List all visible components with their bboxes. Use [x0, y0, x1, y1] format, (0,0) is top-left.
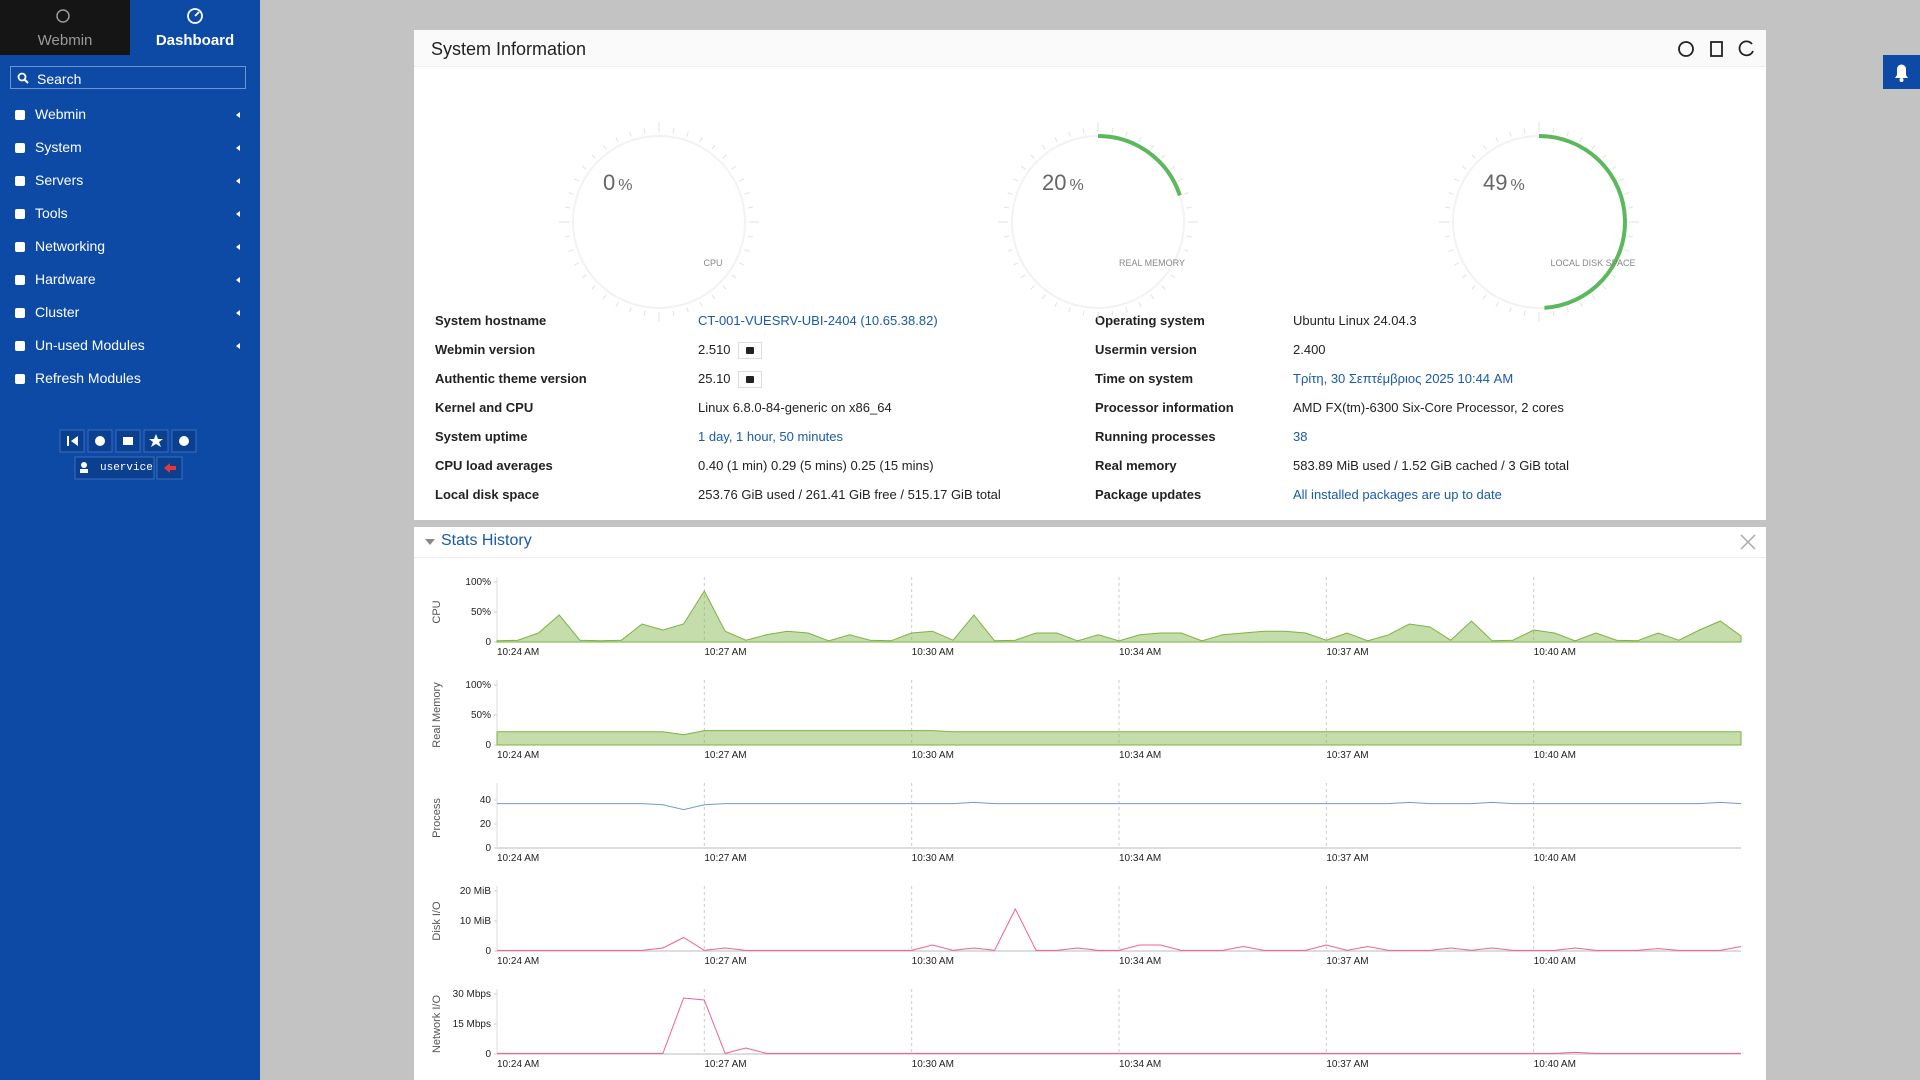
badge-icon: [746, 376, 754, 383]
info-value[interactable]: All installed packages are up to date: [1293, 487, 1502, 502]
search-icon: [17, 72, 29, 84]
info-label: Real memory: [1095, 458, 1177, 473]
menu-item[interactable]: Hardware: [35, 271, 96, 287]
stats-panel: Stats History: [414, 527, 1766, 1080]
menu-icon: [15, 374, 25, 384]
info-label: System hostname: [435, 313, 547, 328]
menu-arrow: [236, 277, 240, 283]
info-label: CPU load averages: [435, 458, 553, 473]
sidebar: Webmin Dashboard Search Webmin System Serv…: [0, 0, 260, 1080]
tab-icons: [56, 8, 203, 24]
info-label: Operating system: [1095, 313, 1205, 328]
info-badge[interactable]: [738, 342, 762, 359]
menu-icon: [15, 176, 25, 186]
menu-arrow: [236, 244, 240, 250]
info-label: Local disk space: [435, 487, 540, 502]
menu-arrow: [236, 145, 240, 151]
info-badge[interactable]: [738, 371, 762, 388]
search-box[interactable]: Search: [10, 66, 246, 89]
info-label: Authentic theme version: [435, 371, 587, 386]
info-value: 25.10: [698, 371, 731, 386]
info-value: 253.76 GiB used / 261.41 GiB free / 515.…: [698, 487, 1001, 502]
menu-arrow: [236, 310, 240, 316]
info-value[interactable]: CT-001-VUESRV-UBI-2404 (10.65.38.82): [698, 313, 938, 328]
info-value: 0.40 (1 min) 0.29 (5 mins) 0.25 (15 mins…: [698, 458, 934, 473]
collapse-caret[interactable]: [424, 537, 436, 547]
menu-item[interactable]: Webmin: [35, 106, 87, 122]
menu-icons: [15, 110, 240, 384]
menu-item[interactable]: Cluster: [35, 304, 80, 320]
menu-item[interactable]: Refresh Modules: [35, 370, 141, 386]
info-label: Package updates: [1095, 487, 1202, 502]
info-value: Linux 6.8.0-84-generic on x86_64: [698, 400, 892, 415]
info-value: 2.510: [698, 342, 731, 357]
panel-title: System Information: [431, 39, 587, 59]
badge-icon: [746, 347, 754, 354]
refresh-icon[interactable]: [1738, 40, 1754, 57]
menu-icon: [15, 308, 25, 318]
info-label: Running processes: [1095, 429, 1216, 444]
menu-arrow: [236, 211, 240, 217]
info-label: Usermin version: [1095, 342, 1197, 357]
panel-header: [414, 30, 1766, 67]
menu-arrow: [236, 178, 240, 184]
webmin-tab[interactable]: Webmin: [0, 0, 130, 55]
dashboard-tab[interactable]: Dashboard: [130, 0, 260, 55]
info-value: Ubuntu Linux 24.04.3: [1293, 313, 1417, 328]
info-value[interactable]: 1 day, 1 hour, 50 minutes: [698, 429, 844, 444]
info-label: Processor information: [1095, 400, 1234, 415]
info-value: AMD FX(tm)-6300 Six-Core Processor, 2 co…: [1293, 400, 1564, 415]
info-value[interactable]: 38: [1293, 429, 1308, 444]
tab-label: Webmin: [37, 32, 93, 49]
help-icon[interactable]: [1678, 41, 1694, 57]
header-icons: [1678, 40, 1754, 57]
menu-item[interactable]: Networking: [35, 238, 106, 254]
menu-arrow: [236, 112, 240, 118]
info-value: 583.89 MiB used / 1.52 GiB cached / 3 Gi…: [1293, 458, 1570, 473]
menu-item[interactable]: Servers: [35, 172, 84, 188]
close-icon[interactable]: [1739, 533, 1757, 551]
system-info-panel: System Information System hostname CT-001…: [414, 30, 1766, 520]
bell-icon: [1895, 64, 1908, 82]
info-label: Webmin version: [435, 342, 536, 357]
menu-item[interactable]: System: [35, 139, 82, 155]
menu-icon: [15, 242, 25, 252]
menu-arrow: [236, 343, 240, 349]
menu-icon: [15, 110, 25, 120]
clipboard-icon[interactable]: [1710, 41, 1723, 57]
menu-item[interactable]: Un-used Modules: [35, 337, 145, 353]
info-label: Time on system: [1095, 371, 1194, 386]
menu-icon: [15, 341, 25, 351]
search-placeholder: Search: [37, 71, 82, 87]
info-label: Kernel and CPU: [435, 400, 534, 415]
info-value: 2.400: [1293, 342, 1326, 357]
notification-button[interactable]: [1883, 55, 1920, 89]
user-name[interactable]: uservice: [100, 462, 153, 474]
quick-buttons: [59, 429, 197, 480]
info-value[interactable]: Τρίτη, 30 Σεπτέμβριος 2025 10:44 AM: [1293, 371, 1514, 386]
menu-item[interactable]: Tools: [35, 205, 68, 221]
menu-icon: [15, 275, 25, 285]
panel-header: [414, 527, 1766, 558]
menu-icon: [15, 209, 25, 219]
info-label: System uptime: [435, 429, 528, 444]
panel-title[interactable]: Stats History: [441, 532, 532, 549]
tab-label: Dashboard: [155, 32, 235, 49]
menu-icon: [15, 143, 25, 153]
